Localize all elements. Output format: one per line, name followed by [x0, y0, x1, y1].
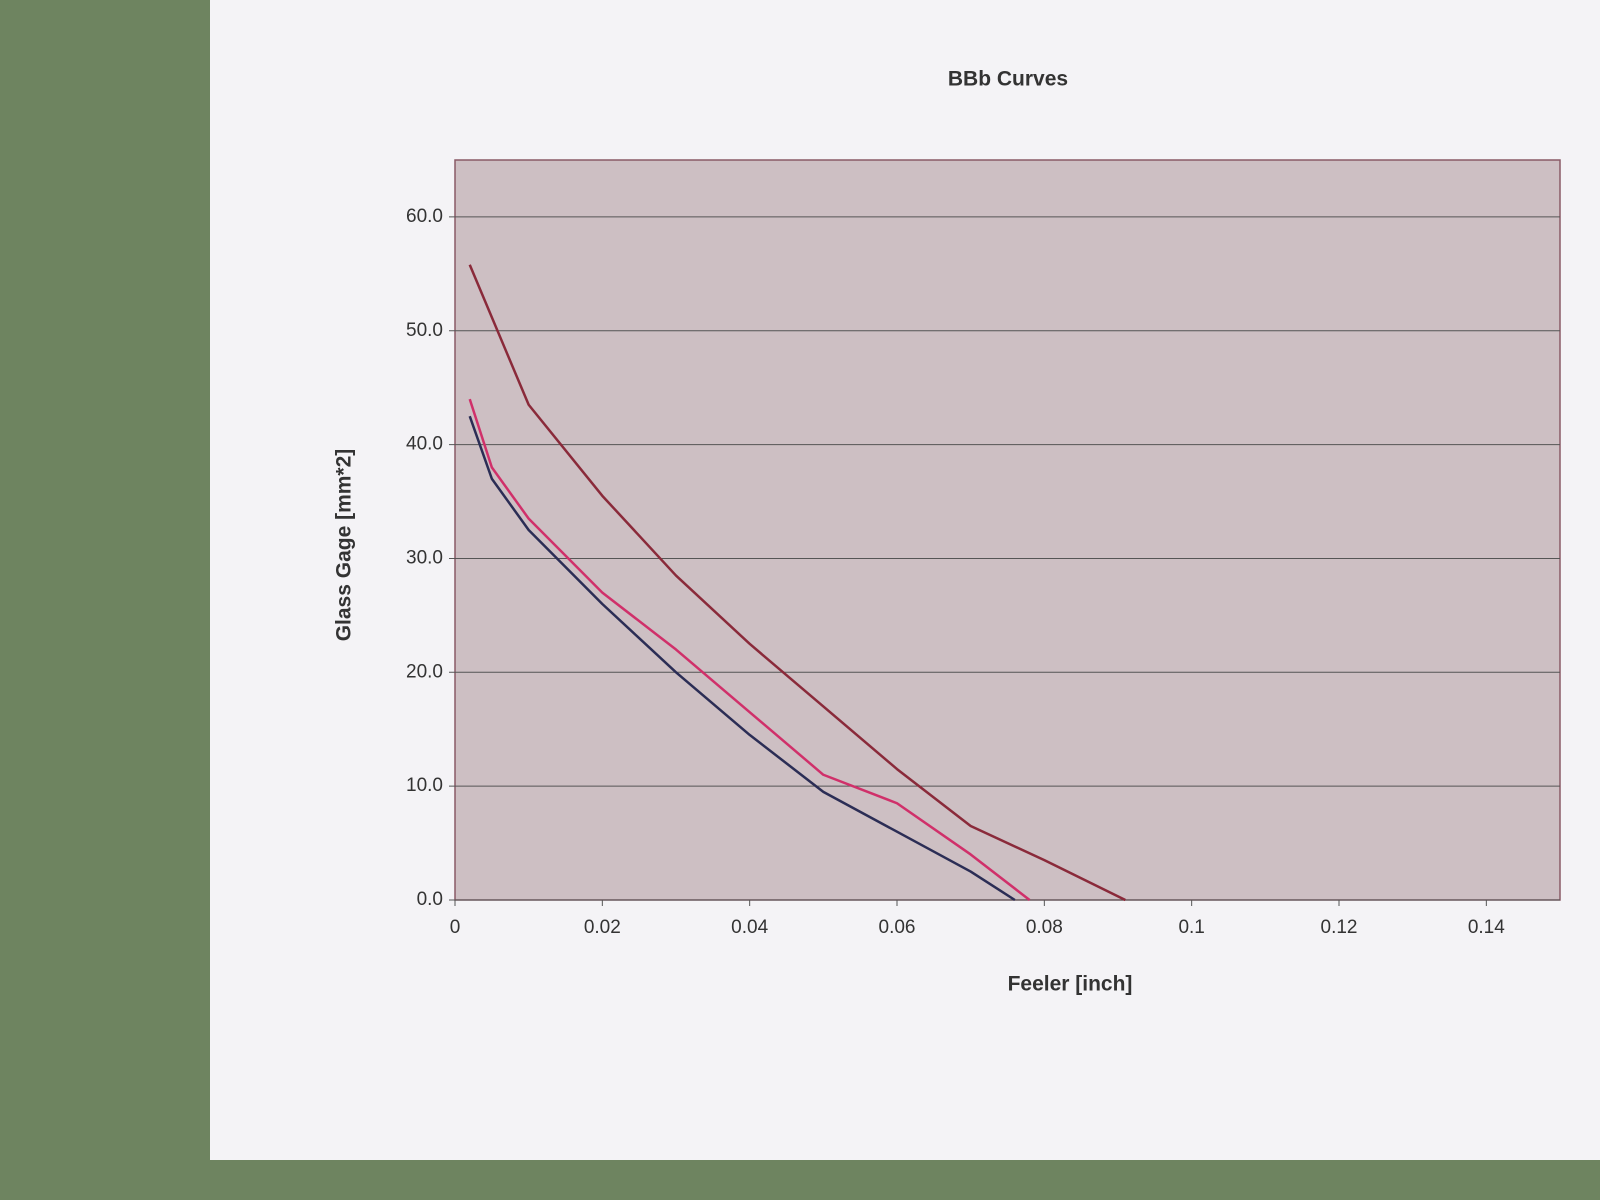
y-tick-label: 10.0 — [406, 775, 443, 796]
y-tick-label: 20.0 — [406, 661, 443, 682]
x-tick-label: 0.14 — [1468, 917, 1505, 938]
y-tick-label: 30.0 — [406, 547, 443, 568]
y-tick-label: 40.0 — [406, 434, 443, 455]
x-tick-label: 0.02 — [584, 917, 621, 938]
x-tick-label: 0.06 — [879, 917, 916, 938]
y-tick-label: 50.0 — [406, 320, 443, 341]
x-tick-label: 0.04 — [731, 917, 768, 938]
plot-area — [454, 159, 1561, 901]
series-line — [468, 398, 1031, 901]
series-line — [468, 264, 1126, 902]
series-line — [468, 415, 1016, 902]
x-axis-label: Feeler [inch] — [1008, 973, 1133, 996]
x-tick-label: 0.08 — [1026, 917, 1063, 938]
x-tick-label: 0.12 — [1321, 917, 1358, 938]
y-tick-label: 60.0 — [406, 206, 443, 227]
x-tick-label: 0.1 — [1178, 917, 1204, 938]
y-axis-label: Glass Gage [mm*2] — [333, 449, 356, 642]
y-tick-label: 0.0 — [417, 889, 443, 910]
x-tick-label: 0 — [450, 917, 461, 938]
chart-title: BBb Curves — [948, 68, 1068, 91]
